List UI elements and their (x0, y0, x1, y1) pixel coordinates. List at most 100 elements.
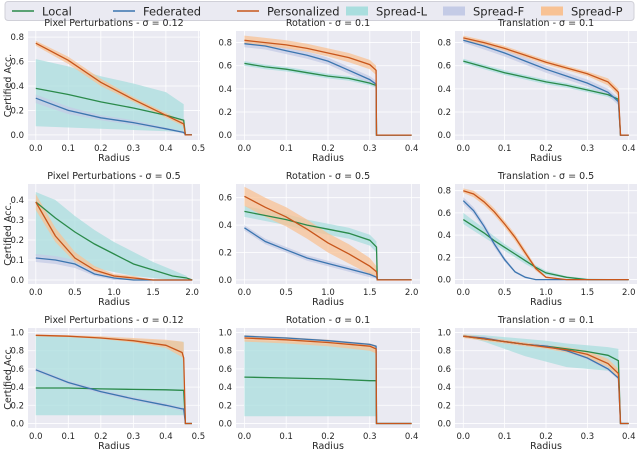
series-line-personalized (244, 39, 412, 136)
y-tick-label: 0.4 (437, 231, 451, 241)
x-axis-label: Radius (98, 441, 130, 449)
series-line-personalized (35, 201, 193, 281)
y-tick-label: 0.0 (10, 276, 24, 286)
legend-item-spread-p: Spread-P (541, 5, 623, 19)
x-tick-label: 0.1 (62, 432, 76, 442)
series-line-local (462, 219, 629, 281)
subplot-3: 0.0 0.1 0.2 0.3 0.4 0.0 0.2 0.4 0.6 0.8 Translatio… (437, 18, 637, 164)
x-tick-label: 1.0 (321, 288, 335, 298)
x-tick-label: 0.4 (405, 144, 419, 154)
x-tick-label: 0.2 (539, 144, 553, 154)
y-tick-label: 0.4 (437, 383, 451, 393)
x-tick-label: 2.0 (185, 288, 199, 298)
x-tick-label: 0.0 (238, 432, 252, 442)
subplot-title: Translation - σ = 0.1 (497, 18, 594, 29)
y-tick-label: 0.4 (218, 383, 232, 393)
x-tick-label: 0.3 (581, 144, 595, 154)
x-tick-label: 0.0 (29, 288, 43, 298)
subplot-title: Translation - σ = 0.5 (497, 171, 594, 182)
spread-band-federated (244, 225, 377, 279)
y-tick-label: 0.2 (10, 401, 24, 411)
legend: Local Federated Personalized Spread-L Spread… (4, 1, 635, 21)
x-tick-label: 0.4 (405, 432, 419, 442)
y-tick-label: 0.0 (218, 276, 232, 286)
x-axis-label: Radius (312, 297, 344, 308)
subplot-9: 0.0 0.1 0.2 0.3 0.4 0.0 0.2 0.4 0.6 0.8 1.0 Transla… (437, 315, 637, 452)
y-tick-label: 0.6 (437, 365, 451, 375)
y-tick-label: 0.8 (218, 347, 232, 357)
x-tick-label: 0.5 (68, 288, 82, 298)
x-tick-label: 0.1 (279, 144, 293, 154)
y-tick-label: 0.4 (10, 383, 24, 393)
spread-band-personalized (35, 194, 187, 280)
legend-label: Spread-P (571, 5, 623, 19)
y-tick-label: 0.0 (437, 131, 451, 141)
y-tick-label: 0.0 (218, 131, 232, 141)
legend-frame (4, 1, 635, 21)
x-tick-label: 0.2 (539, 432, 553, 442)
series-line-personalized (35, 334, 192, 425)
y-tick-label: 0.8 (437, 39, 451, 49)
subplot-title: Rotation - σ = 0.1 (286, 315, 370, 326)
subplot-1: 0.0 0.1 0.2 0.3 0.4 0.5 0.0 0.2 0.4 0.6 0.8 Pixel P… (3, 18, 205, 164)
y-tick-label: 0.4 (10, 82, 24, 92)
y-tick-label: 0.3 (10, 216, 24, 226)
subplot-title: Pixel Perturbations - σ = 0.12 (44, 315, 183, 326)
series-line-personalized (463, 190, 629, 281)
y-tick-label: 0.6 (218, 194, 232, 204)
x-tick-label: 1.5 (363, 288, 377, 298)
x-tick-label: 0.4 (622, 144, 636, 154)
legend-label: Federated (143, 5, 201, 19)
series-line-local (35, 201, 193, 281)
subplot-title: Pixel Perturbations - σ = 0.5 (47, 171, 180, 182)
x-tick-label: 0.2 (94, 432, 108, 442)
y-tick-label: 0.2 (437, 401, 451, 411)
x-tick-label: 0.0 (29, 144, 43, 154)
x-tick-label: 0.4 (159, 144, 173, 154)
subplot-7: 0.0 0.1 0.2 0.3 0.4 0.5 0.0 0.2 0.4 0.6 0.8 1.0 Pixe… (3, 315, 206, 452)
x-tick-label: 0.1 (498, 144, 512, 154)
y-tick-label: 0.4 (218, 221, 232, 231)
y-tick-label: 0.6 (437, 62, 451, 72)
y-axis-label: Certified Acc. (3, 54, 14, 117)
y-tick-label: 0.6 (218, 365, 232, 375)
x-tick-label: 0.0 (238, 288, 252, 298)
legend-label: Spread-L (376, 5, 428, 19)
y-tick-label: 0.0 (437, 419, 451, 429)
x-axis-label: Radius (530, 297, 562, 308)
x-tick-label: 1.0 (107, 288, 121, 298)
series-line-personalized (463, 37, 629, 136)
x-tick-label: 0.5 (279, 288, 293, 298)
x-tick-label: 0.3 (581, 432, 595, 442)
x-tick-label: 0.3 (127, 432, 141, 442)
subplot-5: 0.0 0.5 1.0 1.5 2.0 0.0 0.2 0.4 0.6 Rotation - σ … (218, 171, 420, 308)
y-tick-label: 1.0 (218, 329, 232, 339)
spread-band-local (35, 335, 184, 416)
y-tick-label: 0.2 (437, 108, 451, 118)
x-tick-label: 2.0 (405, 288, 419, 298)
y-tick-label: 0.6 (218, 62, 232, 72)
y-tick-label: 0.2 (218, 108, 232, 118)
y-tick-label: 0.2 (10, 236, 24, 246)
series-line-personalized (463, 335, 629, 425)
legend-item-personalized: Personalized (237, 5, 340, 19)
subplot-title: Translation - σ = 0.1 (497, 315, 594, 326)
y-tick-label: 0.0 (10, 419, 24, 429)
x-axis-label: Radius (98, 297, 130, 308)
x-tick-label: 0.3 (363, 432, 377, 442)
x-tick-label: 0.5 (192, 432, 206, 442)
spread-band-personalized (35, 40, 184, 127)
spread-band-federated (35, 368, 184, 411)
subplot-title: Rotation - σ = 0.5 (286, 171, 370, 182)
x-tick-label: 0.4 (622, 432, 636, 442)
x-axis-label: Radius (312, 153, 344, 164)
subplot-2: 0.0 0.1 0.2 0.3 0.4 0.0 0.2 0.4 0.6 0.8 Rotation -… (218, 18, 420, 164)
x-tick-label: 1.0 (539, 288, 553, 298)
y-tick-label: 0.8 (10, 347, 24, 357)
y-tick-label: 0.8 (10, 33, 24, 43)
x-tick-label: 0.5 (498, 288, 512, 298)
spread-band-federated (35, 94, 184, 134)
legend-item-spread-l: Spread-L (346, 5, 428, 19)
spread-band-federated (463, 37, 619, 106)
